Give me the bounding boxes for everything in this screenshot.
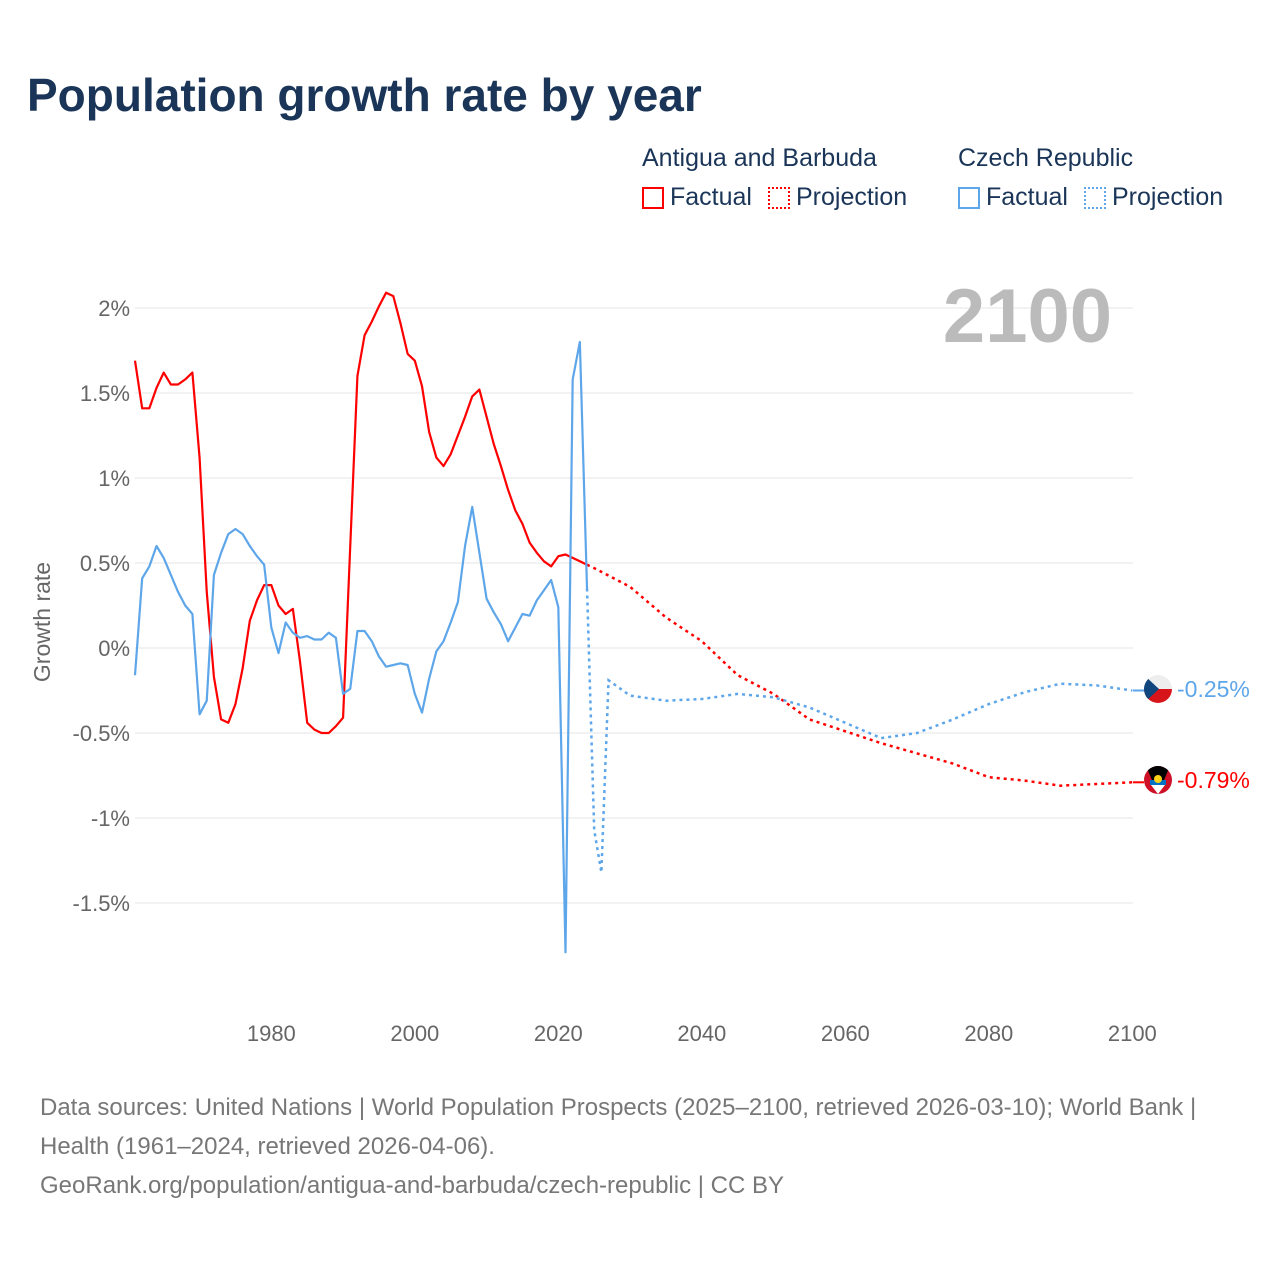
x-tick-label: 2060 bbox=[821, 1021, 870, 1046]
legend-item-factual[interactable]: Factual bbox=[642, 183, 752, 212]
czech-factual-line bbox=[133, 340, 589, 954]
footer: Data sources: United Nations | World Pop… bbox=[40, 1088, 1240, 1205]
legend-antigua: Antigua and Barbuda Factual Projection bbox=[642, 144, 907, 212]
x-tick-label: 2000 bbox=[390, 1021, 439, 1046]
czech-end-value: -0.25% bbox=[1177, 676, 1250, 702]
czech-flag-icon bbox=[1144, 675, 1172, 703]
legend-label: Projection bbox=[795, 183, 908, 211]
chart-title: Population growth rate by year bbox=[27, 69, 702, 121]
legend-item-factual[interactable]: Factual bbox=[958, 183, 1068, 212]
legend-item-projection[interactable]: Projection bbox=[767, 183, 908, 212]
y-tick-label: -1.5% bbox=[73, 891, 130, 916]
x-tick-label: 1980 bbox=[247, 1021, 296, 1046]
antigua-factual-line bbox=[133, 291, 588, 735]
y-tick-label: -1% bbox=[91, 806, 130, 831]
x-tick-label: 2080 bbox=[964, 1021, 1013, 1046]
data-sources: Data sources: United Nations | World Pop… bbox=[40, 1094, 1197, 1160]
y-tick-label: -0.5% bbox=[73, 721, 130, 746]
legend-czech: Czech Republic Factual Projection bbox=[958, 144, 1223, 212]
source-link[interactable]: GeoRank.org/population/antigua-and-barbu… bbox=[40, 1172, 785, 1199]
legend-label: Projection bbox=[1111, 183, 1224, 211]
y-tick-label: 1.5% bbox=[80, 381, 130, 406]
legend-swatch-dotted-icon bbox=[767, 186, 790, 209]
y-axis-label: Growth rate bbox=[29, 562, 55, 682]
year-label: 2100 bbox=[943, 274, 1112, 359]
antigua-flag-icon bbox=[1144, 766, 1172, 794]
x-tick-label: 2020 bbox=[534, 1021, 583, 1046]
y-tick-label: 0% bbox=[98, 636, 130, 661]
y-tick-label: 2% bbox=[98, 296, 130, 321]
x-tick-label: 2040 bbox=[677, 1021, 726, 1046]
antigua-end-value: -0.79% bbox=[1177, 767, 1250, 793]
legend-group-name: Antigua and Barbuda bbox=[642, 144, 877, 172]
legend-swatch-dotted-icon bbox=[1083, 186, 1106, 209]
legend-label: Factual bbox=[670, 183, 752, 211]
czech-projection-line bbox=[585, 588, 1133, 873]
antigua-projection-line bbox=[586, 563, 1133, 787]
y-tick-label: 1% bbox=[98, 466, 130, 491]
x-tick-label: 2100 bbox=[1108, 1021, 1157, 1046]
legend-swatch-solid-icon bbox=[642, 186, 664, 209]
legend-swatch-solid-icon bbox=[958, 186, 980, 209]
legend-group-name: Czech Republic bbox=[958, 144, 1134, 172]
legend-item-projection[interactable]: Projection bbox=[1083, 183, 1224, 212]
y-tick-label: 0.5% bbox=[80, 551, 130, 576]
legend-label: Factual bbox=[986, 183, 1068, 211]
